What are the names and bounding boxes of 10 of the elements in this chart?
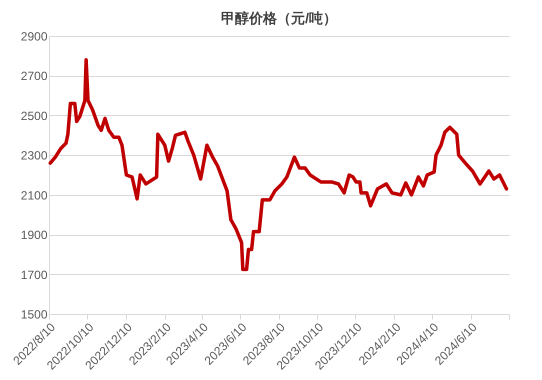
y-tick-label: 1900	[20, 228, 48, 242]
y-tick-label: 1700	[20, 268, 48, 282]
y-tick-label: 2300	[20, 148, 48, 163]
y-tick-label: 2500	[20, 108, 48, 123]
y-tick-label: 1500	[20, 308, 48, 322]
y-tick-label: 2700	[20, 69, 48, 84]
chart-title: 甲醇价格（元/吨）	[221, 10, 337, 26]
line-series	[48, 58, 508, 272]
y-tick-label: 2900	[20, 30, 48, 44]
y-tick-label: 2100	[20, 188, 48, 202]
